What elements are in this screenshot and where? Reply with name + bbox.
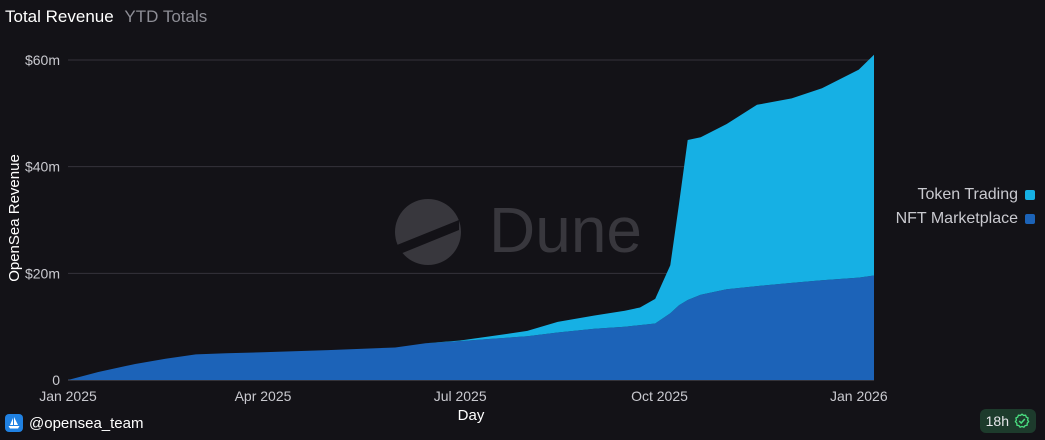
check-circle-icon — [1014, 413, 1030, 429]
dune-watermark: Dune — [395, 194, 642, 266]
y-tick-label: $40m — [25, 159, 60, 175]
area-nft-marketplace[interactable] — [68, 275, 874, 381]
legend-swatch-nft-marketplace — [1025, 214, 1035, 224]
chart-legend: Token Trading NFT Marketplace — [896, 183, 1035, 231]
y-axis-title: OpenSea Revenue — [6, 154, 23, 282]
y-tick-label: $60m — [25, 52, 60, 68]
x-tick-label: Jul 2025 — [434, 388, 487, 404]
refresh-age: 18h — [985, 413, 1009, 429]
legend-label-token-trading: Token Trading — [917, 186, 1018, 203]
x-axis-title: Day — [458, 407, 485, 424]
author-credit[interactable]: @opensea_team — [5, 414, 143, 432]
y-tick-label: 0 — [52, 372, 60, 388]
area-token-trading[interactable] — [68, 54, 874, 380]
legend-swatch-token-trading — [1025, 190, 1035, 200]
opensea-boat-icon — [5, 414, 23, 432]
x-tick-label: Apr 2025 — [235, 388, 292, 404]
legend-label-nft-marketplace: NFT Marketplace — [895, 210, 1018, 227]
y-tick-label: $20m — [25, 265, 60, 281]
x-tick-label: Oct 2025 — [631, 388, 688, 404]
watermark-text: Dune — [489, 194, 642, 266]
chart-subtitle: YTD Totals — [124, 7, 208, 26]
x-tick-label: Jan 2025 — [39, 388, 97, 404]
refresh-badge[interactable]: 18h — [979, 409, 1036, 433]
legend-item-nft-marketplace[interactable]: NFT Marketplace — [896, 207, 1035, 231]
author-handle: @opensea_team — [29, 414, 144, 432]
chart-header: Total Revenue YTD Totals — [5, 7, 207, 27]
chart-title: Total Revenue — [5, 7, 114, 26]
x-tick-label: Jan 2026 — [830, 388, 888, 404]
legend-item-token-trading[interactable]: Token Trading — [896, 183, 1035, 207]
